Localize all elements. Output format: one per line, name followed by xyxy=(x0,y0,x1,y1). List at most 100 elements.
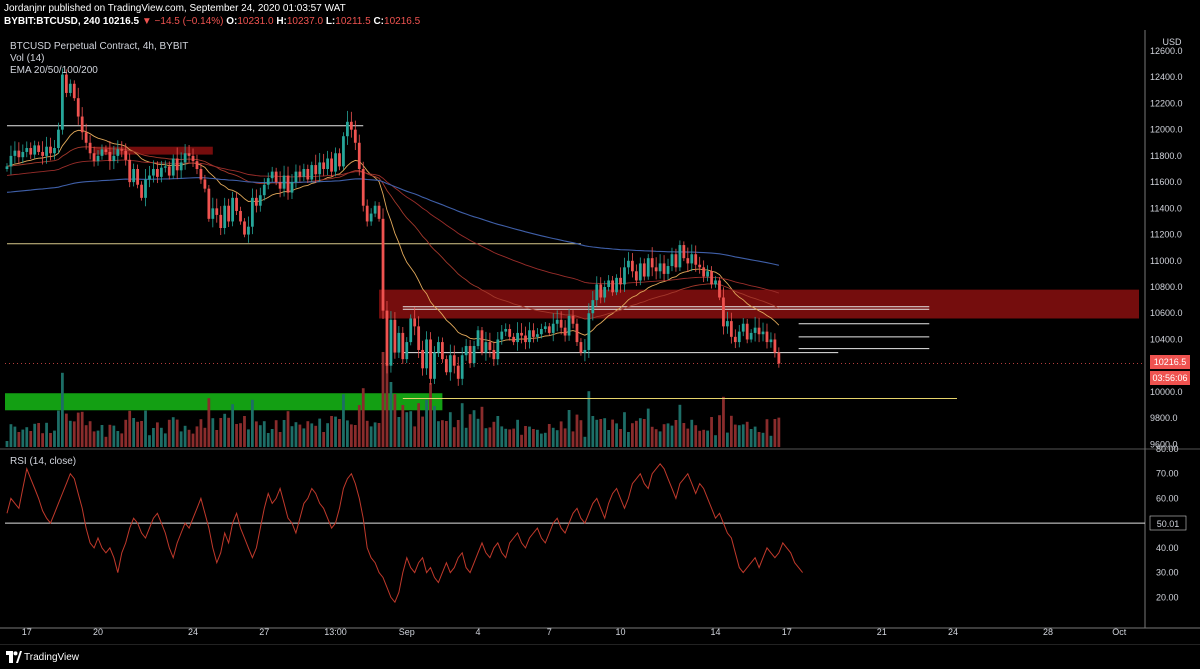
price-tick-label: 10000.0 xyxy=(1150,387,1183,397)
volume-bar xyxy=(338,419,341,447)
candle-body xyxy=(437,342,440,353)
candle-body xyxy=(559,319,563,328)
candle-body xyxy=(714,280,717,285)
tradingview-brand[interactable]: TradingView xyxy=(24,652,80,663)
footer-bar: TradingView xyxy=(0,644,1200,669)
candle-body xyxy=(702,267,706,277)
candle-body xyxy=(306,169,310,180)
volume-bar xyxy=(441,420,444,447)
candle-body xyxy=(670,254,674,267)
volume-bar xyxy=(88,421,92,447)
volume-bar xyxy=(243,416,246,447)
candle-body xyxy=(57,129,60,149)
candle-body xyxy=(504,328,508,332)
volume-bar xyxy=(294,422,298,447)
candle-body xyxy=(318,162,322,175)
volume-bar xyxy=(302,428,306,447)
volume-bar xyxy=(314,425,318,447)
volume-bar xyxy=(187,429,191,447)
volume-bar xyxy=(698,430,702,447)
rsi-tick-label: 60.00 xyxy=(1156,493,1179,503)
open-label: O: xyxy=(226,16,238,27)
volume-bar xyxy=(353,425,357,447)
candle-body xyxy=(524,335,527,343)
volume-bar xyxy=(76,412,80,447)
candle-body xyxy=(397,332,401,353)
rsi-line xyxy=(6,462,803,604)
candle-body xyxy=(322,162,326,169)
candle-body xyxy=(219,214,223,229)
candle-body xyxy=(528,330,531,343)
candle-body xyxy=(373,205,377,214)
candle-body xyxy=(726,321,729,327)
volume-bar xyxy=(452,427,456,447)
volume-bar xyxy=(373,422,377,447)
candle-body xyxy=(346,121,349,137)
volume-bar xyxy=(591,416,595,447)
candle-body xyxy=(761,331,765,335)
volume-bar xyxy=(539,433,543,447)
candle-body xyxy=(266,178,270,185)
volume-bar xyxy=(753,426,757,447)
volume-bar xyxy=(239,423,242,447)
volume-bar xyxy=(13,426,17,447)
candle-body xyxy=(444,359,448,373)
chart-canvas[interactable]: 12600.0 12400.0 12200.0 12000.0 11800.0 11600… xyxy=(0,30,1200,644)
volume-bar xyxy=(64,413,68,447)
volume-bar xyxy=(409,411,413,447)
candle-body xyxy=(757,327,761,335)
ema-legend[interactable]: EMA 20/50/100/200 xyxy=(10,65,98,76)
volume-bar xyxy=(132,418,136,447)
volume-bar xyxy=(769,435,773,447)
candle-body xyxy=(642,263,646,277)
volume-bar xyxy=(619,429,622,447)
volume-bar xyxy=(104,436,108,447)
candle-body xyxy=(116,149,120,156)
volume-bar xyxy=(437,421,440,447)
candle-body xyxy=(603,287,607,298)
ohlc-line: BYBIT:BTCUSD, 240 10216.5 ▼ −14.5 (−0.14… xyxy=(4,16,420,27)
candle-body xyxy=(694,254,698,265)
volume-bar xyxy=(37,423,41,447)
candle-body xyxy=(753,327,757,333)
candle-body xyxy=(5,166,9,169)
candle-body xyxy=(547,326,551,333)
candle-body xyxy=(627,260,630,268)
price-tick-label: 11000.0 xyxy=(1150,256,1182,266)
volume-bar xyxy=(690,419,694,447)
chart-title[interactable]: BTCUSD Perpetual Contract, 4h, BYBIT xyxy=(10,41,189,52)
volume-bar xyxy=(144,410,147,447)
volume-bar xyxy=(765,419,769,447)
rsi-tick-label: 40.00 xyxy=(1156,543,1179,553)
volume-bar xyxy=(298,424,302,447)
volume-bar xyxy=(638,418,642,447)
candle-body xyxy=(441,342,444,360)
candle-body xyxy=(235,197,238,211)
down-arrow-icon: ▼ xyxy=(141,16,152,27)
candle-body xyxy=(128,159,132,183)
volume-bar xyxy=(68,420,72,447)
volume-bar xyxy=(607,430,611,447)
candle-body xyxy=(678,245,682,268)
publisher-line: Jordanjnr published on TradingView.com, … xyxy=(4,3,346,14)
rsi-legend[interactable]: RSI (14, close) xyxy=(10,456,77,467)
candle-body xyxy=(342,136,345,167)
candle-body xyxy=(112,155,116,162)
candle-body xyxy=(623,267,626,285)
candle-body xyxy=(183,153,187,163)
candle-body xyxy=(33,145,37,155)
candle-body xyxy=(191,155,195,162)
time-tick-label: 4 xyxy=(476,627,481,637)
volume-bar xyxy=(274,420,278,447)
volume-bar xyxy=(559,421,563,447)
volume-bar xyxy=(183,425,187,447)
candle-body xyxy=(274,171,278,183)
volume-bar xyxy=(733,424,737,447)
candle-body xyxy=(37,145,41,152)
candle-body xyxy=(773,339,777,353)
volume-bar xyxy=(219,418,223,447)
volume-legend[interactable]: Vol (14) xyxy=(10,53,45,64)
candle-body xyxy=(72,83,76,99)
candle-body xyxy=(294,171,298,183)
candle-body xyxy=(500,331,504,340)
